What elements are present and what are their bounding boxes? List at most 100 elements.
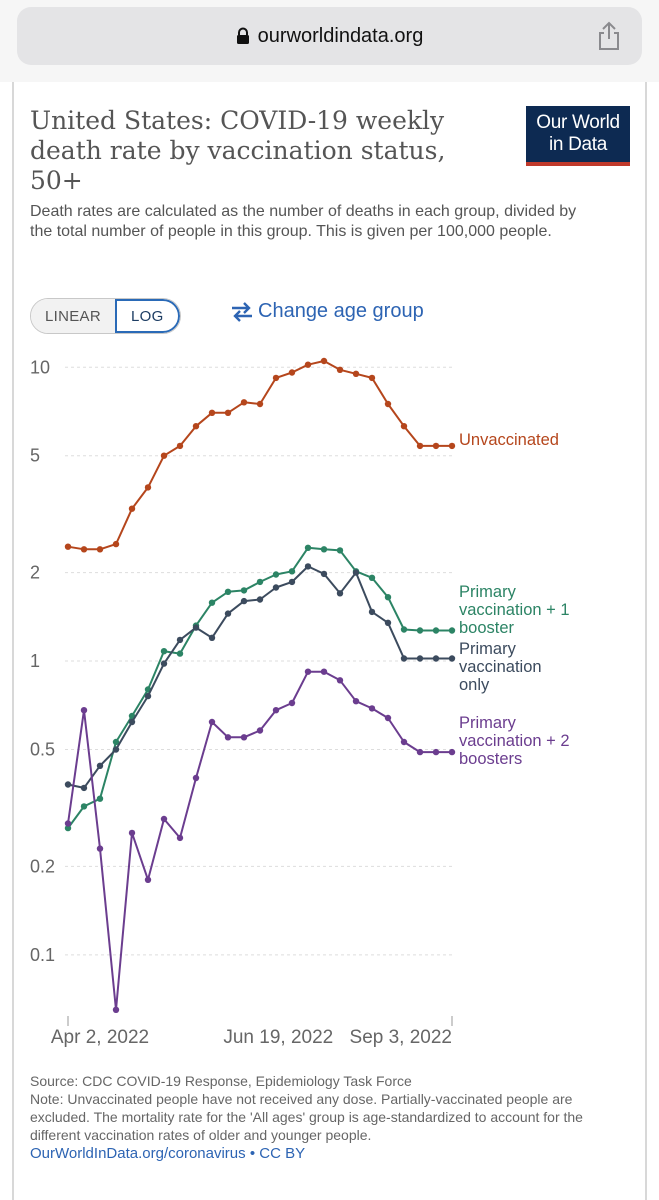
address-bar[interactable]: ourworldindata.org (17, 7, 642, 65)
series-end-label-line: only (459, 676, 490, 694)
data-point (352, 698, 360, 705)
data-point (384, 400, 392, 408)
data-point (288, 578, 296, 586)
data-point (128, 718, 136, 726)
source-text: Source: CDC COVID-19 Response, Epidemiol… (30, 1073, 412, 1089)
change-age-group-button[interactable]: Change age group (230, 300, 424, 323)
data-point (336, 590, 344, 597)
data-point (384, 619, 392, 626)
data-point (208, 718, 216, 726)
data-point (176, 650, 184, 657)
data-point (176, 442, 184, 450)
series-end-label: Primary vaccination + 1 booster (459, 583, 570, 637)
data-point (432, 627, 440, 634)
y-tick-label: 2 (30, 563, 40, 583)
data-point (128, 505, 136, 512)
data-point (256, 578, 264, 586)
scale-toggle: LINEAR LOG (30, 298, 181, 334)
data-point (448, 748, 456, 756)
data-point (224, 610, 232, 617)
lock-icon (236, 27, 249, 44)
series-end-label: Primary vaccination + 2 boosters (459, 714, 570, 768)
data-point (304, 361, 312, 368)
series-end-label-line: booster (459, 619, 515, 637)
data-point (432, 748, 440, 756)
series-end-label-line: vaccination + 2 (459, 732, 570, 750)
y-tick-label: 10 (30, 357, 50, 377)
data-point (400, 655, 408, 662)
data-point (416, 627, 424, 634)
series-line (67, 670, 452, 1011)
linear-scale-button[interactable]: LINEAR (31, 299, 115, 333)
url-text: ourworldindata.org (257, 24, 424, 47)
change-age-group-label: Change age group (258, 300, 424, 322)
data-point (272, 584, 280, 591)
x-tick-label: Jun 19, 2022 (223, 1027, 333, 1048)
log-scale-button[interactable]: LOG (115, 299, 180, 333)
x-tick-label: Apr 2, 2022 (51, 1027, 149, 1048)
data-point (208, 599, 216, 606)
data-point (144, 692, 152, 700)
data-point (64, 824, 72, 832)
y-tick-label: 0.1 (30, 945, 55, 965)
data-point (368, 705, 376, 712)
data-point (416, 748, 424, 756)
y-tick-label: 1 (30, 651, 40, 671)
data-point (400, 626, 408, 633)
data-point (224, 409, 232, 416)
data-point (256, 596, 264, 603)
swap-arrows-icon (232, 301, 252, 322)
chart-card (12, 82, 647, 1200)
data-point (208, 634, 216, 641)
data-point (320, 546, 328, 553)
data-point (80, 784, 88, 792)
owid-logo[interactable]: Our World in Data (526, 106, 630, 166)
data-point (160, 452, 168, 459)
data-point (96, 795, 104, 802)
data-point (400, 738, 408, 746)
logo-line-2: in Data (548, 134, 608, 155)
data-point (224, 588, 232, 595)
series-end-label-line: Primary (459, 583, 517, 601)
data-point (272, 374, 280, 382)
data-point (160, 815, 168, 823)
data-point (368, 574, 376, 581)
data-point (448, 655, 456, 662)
coronavirus-link[interactable]: OurWorldInData.org/coronavirus (30, 1145, 246, 1162)
data-point (192, 624, 200, 631)
data-point (144, 484, 152, 491)
note-text: Note: Unvaccinated people have not recei… (30, 1091, 583, 1143)
data-point (448, 627, 456, 634)
series-end-label-line: vaccination (459, 658, 542, 676)
series-end-label: Unvaccinated (459, 431, 559, 449)
data-point (352, 569, 360, 576)
data-point (304, 544, 312, 551)
chart-footer: Source: CDC COVID-19 Response, Epidemiol… (30, 1072, 630, 1163)
y-tick-label: 0.5 (30, 739, 55, 759)
data-point (288, 699, 296, 707)
data-point (384, 714, 392, 722)
license-text: • CC BY (245, 1145, 306, 1162)
logo-line-1: Our World (536, 112, 620, 133)
data-point (64, 543, 72, 550)
data-point (144, 876, 152, 883)
data-point (256, 400, 264, 408)
data-point (176, 834, 184, 842)
data-point (416, 442, 424, 450)
share-icon[interactable] (596, 21, 622, 51)
data-point (336, 547, 344, 554)
series-end-label-line: Primary (459, 714, 517, 732)
series-line (67, 360, 452, 551)
data-point (400, 423, 408, 430)
data-point (80, 707, 88, 714)
data-point (192, 423, 200, 430)
data-point (256, 727, 264, 734)
data-point (64, 781, 72, 788)
data-point (352, 370, 360, 377)
data-point (304, 563, 312, 570)
data-point (336, 677, 344, 684)
data-point (272, 571, 280, 578)
chart-subtitle: Death rates are calculated as the number… (30, 203, 577, 240)
browser-toolbar: ourworldindata.org (0, 0, 659, 82)
data-point (432, 442, 440, 450)
